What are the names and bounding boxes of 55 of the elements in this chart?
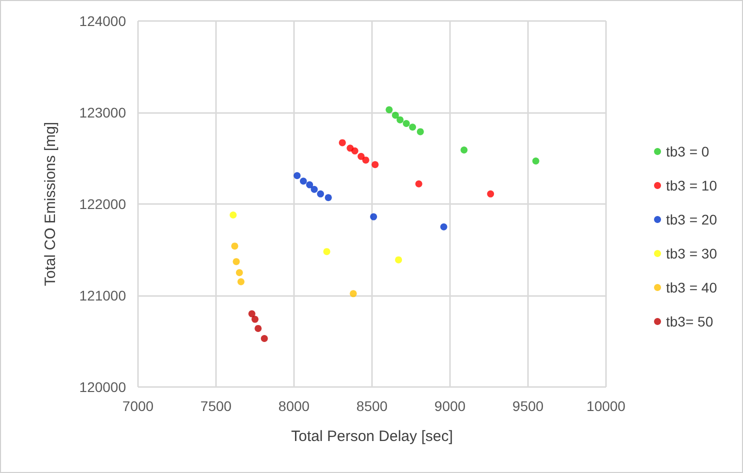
x-tick-label: 7000 xyxy=(122,398,154,414)
x-tick-label: 10000 xyxy=(586,398,626,414)
x-tick-label: 8000 xyxy=(278,398,310,414)
point xyxy=(317,190,324,198)
point xyxy=(300,178,307,185)
point xyxy=(395,256,402,264)
point xyxy=(415,180,422,188)
point xyxy=(306,181,314,188)
point xyxy=(248,310,256,318)
point xyxy=(532,157,540,164)
legend-label: tb3 = 30 xyxy=(666,246,718,262)
point xyxy=(487,190,494,198)
point xyxy=(402,120,410,127)
point xyxy=(231,242,238,250)
x-tick-label: 7500 xyxy=(200,398,232,414)
point xyxy=(440,223,448,230)
point xyxy=(392,112,399,119)
x-tick-label: 8500 xyxy=(356,398,388,414)
point xyxy=(236,269,243,276)
point xyxy=(396,116,404,124)
point xyxy=(252,316,258,323)
y-tick-label: 122000 xyxy=(79,196,126,212)
legend-label: tb3= 50 xyxy=(666,314,714,330)
point xyxy=(230,211,237,218)
point xyxy=(294,172,301,180)
point xyxy=(338,139,346,146)
point xyxy=(237,278,244,286)
point xyxy=(358,152,365,160)
point xyxy=(310,186,318,193)
point xyxy=(362,156,370,164)
legend-label: tb3 = 10 xyxy=(666,178,718,194)
point xyxy=(460,146,468,154)
point xyxy=(324,194,332,202)
point xyxy=(416,128,424,136)
y-tick-label: 124000 xyxy=(79,13,126,29)
x-tick-label: 9000 xyxy=(434,398,466,414)
x-axis-title: Total Person Delay [sec] xyxy=(291,428,453,445)
point xyxy=(409,124,416,131)
legend-label: tb3 = 40 xyxy=(666,280,718,296)
point xyxy=(260,335,268,342)
point xyxy=(370,213,378,220)
point xyxy=(350,290,357,298)
point xyxy=(372,161,379,168)
legend-label: tb3 = 20 xyxy=(666,212,718,228)
legend-label: tb3 = 0 xyxy=(666,144,710,160)
point xyxy=(232,258,240,266)
y-tick-label: 120000 xyxy=(79,379,126,395)
point xyxy=(386,106,393,114)
y-tick-label: 123000 xyxy=(79,104,126,120)
y-tick-label: 121000 xyxy=(79,288,126,304)
x-tick-label: 9500 xyxy=(512,398,544,414)
point xyxy=(254,324,262,332)
y-axis-title: Total CO Emissions [mg] xyxy=(42,122,59,286)
point xyxy=(323,248,330,256)
point xyxy=(351,147,358,154)
